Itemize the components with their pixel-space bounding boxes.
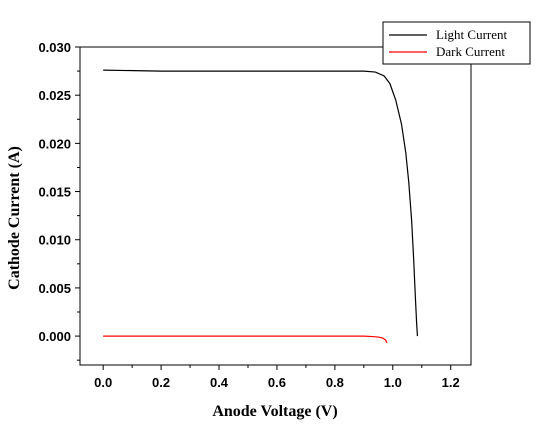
- y-tick-label: 0.015: [38, 185, 71, 200]
- series-line-dark-current: [103, 335, 388, 344]
- x-tick-label: 0.0: [94, 375, 112, 390]
- x-tick-label: 0.4: [210, 375, 229, 390]
- y-tick-label: 0.030: [38, 40, 71, 55]
- legend-label-light-current: Light Current: [436, 27, 508, 42]
- y-axis: 0.000 0.005 0.010 0.015 0.020 0.025 0.030: [38, 40, 80, 361]
- x-axis-title: Anode Voltage (V): [212, 403, 337, 420]
- x-tick-label: 0.8: [326, 375, 344, 390]
- y-tick-label: 0.005: [38, 281, 71, 296]
- y-tick-label: 0.020: [38, 136, 71, 151]
- y-tick-label: 0.010: [38, 233, 71, 248]
- x-tick-label: 1.0: [384, 375, 402, 390]
- series-layer: [103, 69, 419, 344]
- legend: Light Current Dark Current: [382, 21, 531, 65]
- plot-frame: [79, 46, 472, 366]
- y-axis-title: Cathode Current (A): [6, 146, 23, 290]
- x-tick-label: 0.6: [268, 375, 286, 390]
- y-tick-label: 0.000: [38, 329, 71, 344]
- legend-label-dark-current: Dark Current: [436, 44, 505, 59]
- y-tick-label: 0.025: [38, 88, 71, 103]
- legend-box: [382, 21, 531, 65]
- series-line-light-current: [103, 69, 419, 337]
- x-tick-label: 0.2: [152, 375, 170, 390]
- x-axis: 0.0 0.2 0.4 0.6 0.8 1.0 1.2: [94, 365, 460, 390]
- x-tick-label: 1.2: [442, 375, 460, 390]
